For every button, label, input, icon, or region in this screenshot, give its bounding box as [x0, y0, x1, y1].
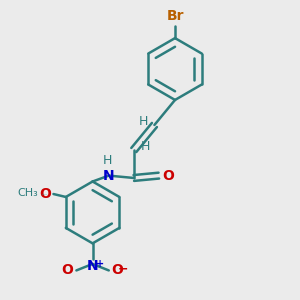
- Text: methoxy: methoxy: [41, 194, 48, 195]
- Text: O: O: [162, 169, 174, 183]
- Text: N: N: [87, 259, 98, 273]
- Text: H: H: [140, 140, 150, 153]
- Text: H: H: [103, 154, 112, 167]
- Text: CH₃: CH₃: [17, 188, 38, 198]
- Text: O: O: [40, 187, 51, 201]
- Text: O: O: [112, 263, 124, 278]
- Text: H: H: [139, 115, 148, 128]
- Text: N: N: [103, 169, 115, 183]
- Text: O: O: [61, 263, 74, 278]
- Text: −: −: [118, 262, 129, 275]
- Text: Br: Br: [166, 9, 184, 23]
- Text: +: +: [96, 259, 104, 269]
